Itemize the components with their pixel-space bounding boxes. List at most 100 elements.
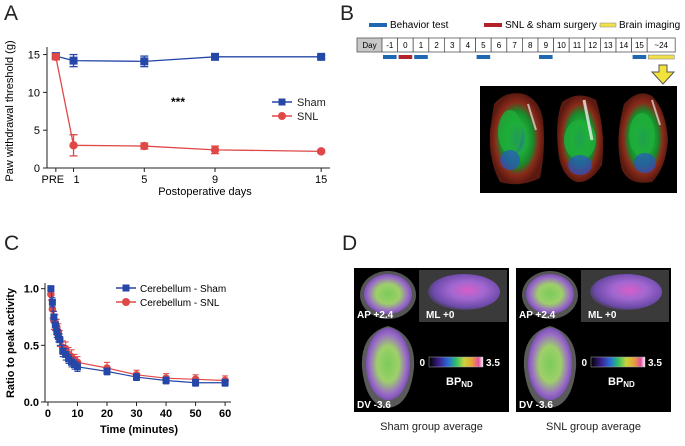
colorbar-title-main: BP	[608, 376, 623, 388]
chart-c-point-sham	[50, 313, 58, 321]
chart-c-x-tick-label: 0	[45, 408, 51, 420]
chart-c-point-sham	[56, 336, 64, 344]
panel-b-letter: B	[340, 2, 354, 25]
colorbar-max-label: 3.5	[486, 358, 500, 369]
timeline-event-marker	[632, 55, 647, 59]
legend-surgery-swatch	[484, 23, 502, 27]
pet-group-caption: SNL group average	[546, 421, 641, 433]
timeline-day-label: 11	[573, 41, 582, 50]
chart-c-point-sham	[103, 367, 111, 375]
chart-c-y-tick-label: 1.0	[24, 284, 39, 296]
pet-coronal-overlay	[364, 274, 412, 314]
legend-imaging-swatch	[599, 22, 617, 28]
chart-a-point-snl	[51, 52, 61, 62]
pet-axial-overlay	[528, 328, 572, 400]
chart-a-x-tick-label: PRE	[42, 174, 65, 186]
chart-c-point-sham	[133, 373, 141, 381]
panel-d-letter: D	[342, 232, 357, 255]
colorbar-title-sub: ND	[461, 380, 473, 389]
pet-group-caption: Sham group average	[380, 421, 483, 433]
chart-c-x-tick-label: 40	[160, 408, 172, 420]
timeline-event-marker	[383, 55, 397, 59]
colorbar-title-sub: ND	[623, 380, 635, 389]
chart-c-legend-sham: Cerebellum - Sham	[140, 284, 226, 295]
timeline-day-label: 12	[588, 41, 597, 50]
timeline-day-label: 6	[497, 41, 502, 50]
pet-ml-label: ML +0	[588, 310, 617, 321]
timeline-day-label: 13	[604, 41, 613, 50]
legend-surgery-label: SNL & sham surgery	[505, 20, 597, 31]
chart-a-legend-snl: SNL	[297, 111, 318, 123]
timeline-day-label: 1	[419, 41, 424, 50]
chart-c-legend-snl: Cerebellum - SNL	[140, 298, 220, 309]
chart-a-point-sham	[69, 56, 78, 65]
timeline-event-marker	[398, 55, 413, 59]
timeline-day-label: 14	[619, 41, 628, 50]
chart-c-y-tick-label: 0.5	[24, 340, 39, 352]
chart-c-y-axis-label: Ratio to peak activity	[5, 287, 17, 398]
chart-c-point-sham	[48, 298, 56, 306]
colorbar-title: BPND	[608, 376, 635, 389]
timeline-day-label: 7	[512, 41, 517, 50]
legend-cerebellum-snl-marker	[122, 298, 130, 306]
colorbar-max-label: 3.5	[648, 358, 662, 369]
timeline-day-label: -1	[386, 41, 394, 50]
timeline-day-label: 8	[528, 41, 533, 50]
chart-a-x-tick-label: 15	[315, 174, 327, 186]
timeline-event-marker	[647, 54, 675, 60]
brain-image-coronal	[557, 95, 604, 183]
chart-a-y-tick-label: 10	[28, 87, 40, 99]
colorbar-title-main: BP	[446, 376, 461, 388]
pet-sagittal-overlay	[428, 274, 500, 310]
chart-a-point-snl	[316, 147, 326, 156]
timeline-day-label: 10	[557, 41, 566, 50]
brain-image-sagittal-right	[618, 93, 668, 183]
legend-imaging-label: Brain imaging	[619, 20, 680, 31]
pet-ap-label: AP +2.4	[519, 310, 556, 321]
chart-a-x-tick-label: 5	[141, 174, 147, 186]
pet-ap-label: AP +2.4	[357, 310, 394, 321]
chart-c-x-tick-label: 10	[71, 408, 83, 420]
chart-c-point-sham	[221, 379, 229, 387]
chart-a-y-tick-label: 0	[34, 163, 40, 175]
chart-a-point-sham	[140, 57, 149, 66]
timeline-event-marker	[539, 55, 553, 59]
chart-c-x-tick-label: 20	[101, 408, 113, 420]
timeline-cell	[646, 37, 676, 53]
timeline-day-label: 2	[434, 41, 439, 50]
pet-dv-label: DV -3.6	[519, 400, 553, 411]
colorbar	[428, 356, 484, 368]
chart-a-significance-annotation: ***	[171, 95, 185, 109]
panel-b-timeline: Behavior test SNL & sham surgery Brain i…	[356, 20, 680, 193]
timeline-legend: Behavior test SNL & sham surgery Brain i…	[369, 20, 680, 31]
chart-c-point-snl	[47, 290, 55, 299]
timeline-day-label: 0	[403, 41, 408, 50]
chart-c-point-sham	[192, 379, 200, 387]
timeline-day-label: 4	[466, 41, 471, 50]
pet-group-1: AP +2.4 ML +0 DV -3.6 0 3.5 BPND SNL group ave…	[516, 268, 671, 433]
chart-c-point-sham	[162, 376, 170, 384]
pet-axial-overlay	[366, 328, 410, 400]
pet-coronal-overlay	[526, 274, 574, 314]
colorbar-min-label: 0	[419, 358, 425, 369]
panel-a-letter: A	[4, 2, 18, 25]
chart-a-point-snl	[210, 145, 220, 155]
timeline-bar: Day -1 0 1 2 3 4 5 6 7 8 9 10 11 12 13 14 15 ~24	[356, 37, 676, 60]
timeline-day-label: 9	[544, 41, 549, 50]
chart-c-point-sham	[51, 321, 59, 329]
chart-c-y-tick-label: 0.0	[24, 397, 39, 409]
chart-a-y-tick-label: 5	[34, 125, 40, 137]
chart-a-y-tick-label: 15	[28, 50, 40, 62]
timeline-event-marker	[476, 55, 491, 59]
chart-a-y-axis-label: Paw withdrawal threshold (g)	[4, 40, 16, 181]
chart-c-legend: Cerebellum - Sham Cerebellum - SNL	[116, 284, 226, 309]
panel-c-letter: C	[4, 232, 19, 255]
chart-c-x-axis-label: Time (minutes)	[100, 424, 178, 436]
legend-cerebellum-sham-marker	[122, 284, 130, 292]
pet-dv-label: DV -3.6	[357, 400, 391, 411]
chart-a-series-line-sham	[55, 55, 322, 63]
chart-a: Paw withdrawal threshold (g) Postoperati…	[4, 40, 330, 198]
chart-a-legend: Sham SNL	[272, 97, 326, 123]
